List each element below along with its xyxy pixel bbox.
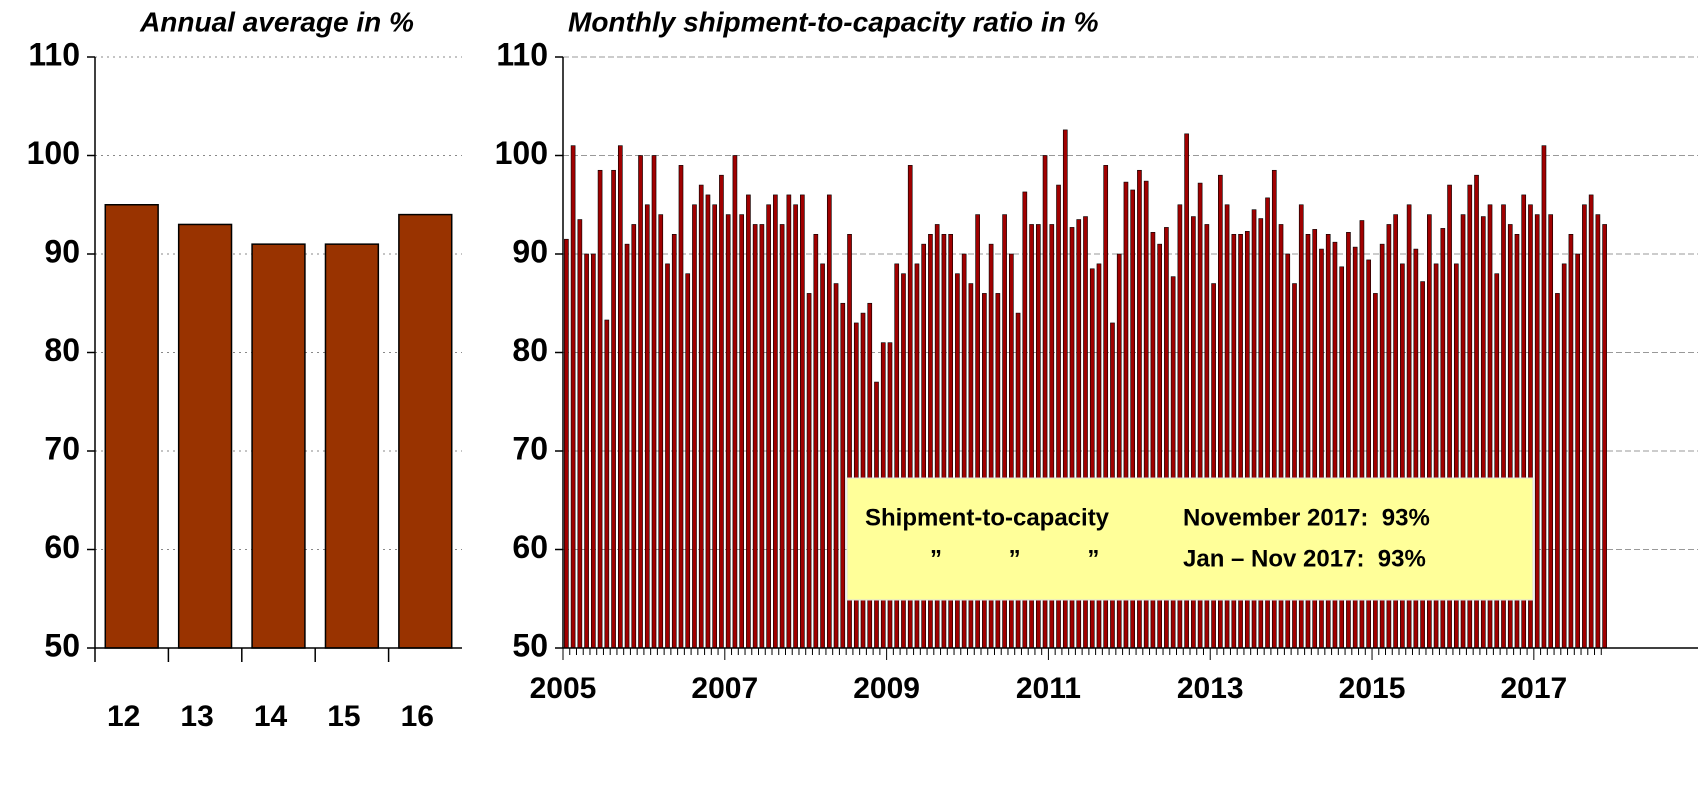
bar: [611, 169, 616, 649]
y-tick-label: 90: [44, 233, 80, 269]
bar: [658, 214, 664, 649]
bar: [800, 194, 805, 649]
bar: [833, 283, 839, 649]
x-tick-label: 2009: [853, 672, 920, 705]
bar: [324, 243, 380, 649]
bar: [104, 204, 159, 649]
chart-title: Monthly shipment-to-capacity ratio in %: [568, 6, 1099, 37]
bar: [1582, 204, 1587, 649]
x-tick-label: 16: [401, 700, 434, 733]
y-tick-label: 70: [44, 430, 80, 466]
x-tick-label: 12: [107, 700, 140, 733]
bar: [638, 155, 643, 649]
y-tick-label: 90: [512, 233, 548, 269]
bar: [705, 194, 711, 649]
x-tick-label: 15: [327, 700, 360, 733]
y-tick-label: 60: [44, 529, 80, 565]
x-tick-label: 2017: [1500, 672, 1567, 705]
annotation: Jan – Nov 2017: 93%: [1183, 545, 1426, 572]
bar: [665, 263, 670, 649]
bar: [1534, 214, 1540, 649]
bar: [1575, 253, 1580, 649]
bar: [786, 194, 792, 649]
y-tick-label: 110: [496, 36, 548, 72]
bar: [644, 204, 650, 649]
x-tick-label: 14: [254, 700, 288, 733]
bar: [651, 155, 657, 649]
annotation-box: [846, 477, 1534, 601]
bar: [564, 238, 569, 649]
y-tick-label: 50: [512, 627, 548, 663]
bar: [759, 224, 765, 649]
bar: [766, 204, 771, 649]
y-tick-label: 100: [495, 135, 548, 171]
bar: [773, 194, 778, 649]
y-tick-label: 80: [512, 332, 548, 368]
bar: [752, 224, 758, 649]
bar: [597, 169, 603, 649]
y-tick-label: 50: [44, 627, 80, 663]
bar: [685, 273, 691, 649]
y-tick-label: 60: [512, 529, 548, 565]
bar: [1561, 263, 1567, 649]
bar: [591, 253, 596, 649]
x-tick-label: 2015: [1339, 672, 1406, 705]
bar: [584, 253, 589, 649]
bar: [398, 213, 453, 649]
y-tick-label: 80: [44, 332, 80, 368]
bar: [570, 145, 576, 649]
x-tick-label: 2011: [1016, 672, 1081, 705]
bar: [813, 234, 819, 649]
bar: [712, 204, 718, 649]
annotation: Shipment-to-capacity: [865, 504, 1110, 531]
x-tick-label: 2007: [691, 672, 758, 705]
bar: [719, 174, 724, 649]
y-tick-label: 110: [28, 36, 80, 72]
bar: [1555, 293, 1560, 649]
bar: [746, 194, 751, 649]
bar: [806, 293, 812, 649]
x-tick-label: 2005: [530, 672, 597, 705]
bar: [779, 224, 785, 649]
y-tick-label: 100: [27, 135, 80, 171]
bar: [177, 223, 233, 649]
bar: [725, 214, 731, 649]
chart-title: Annual average in %: [139, 6, 414, 37]
bar: [826, 194, 832, 649]
x-tick-label: 2013: [1177, 672, 1244, 705]
bar: [631, 224, 637, 649]
bar: [1541, 145, 1547, 649]
bar: [604, 319, 610, 649]
bar: [840, 302, 846, 649]
bar: [820, 263, 825, 649]
bar: [1568, 234, 1574, 649]
bar: [698, 184, 704, 649]
bar: [732, 155, 738, 649]
y-tick-label: 70: [512, 430, 548, 466]
bar: [1548, 214, 1554, 649]
bar: [617, 145, 623, 649]
x-tick-label: 13: [180, 700, 213, 733]
bar: [577, 219, 583, 649]
bar: [1595, 214, 1601, 649]
bar: [692, 204, 697, 649]
bar: [1588, 194, 1594, 649]
bar: [624, 243, 630, 649]
bar: [739, 214, 744, 649]
annotation: November 2017: 93%: [1183, 504, 1430, 531]
bar: [251, 243, 306, 649]
bar: [1602, 224, 1607, 649]
bar: [793, 204, 798, 649]
bar: [678, 165, 684, 649]
bar: [671, 234, 677, 649]
annotation: ” ” ”: [930, 545, 1099, 572]
